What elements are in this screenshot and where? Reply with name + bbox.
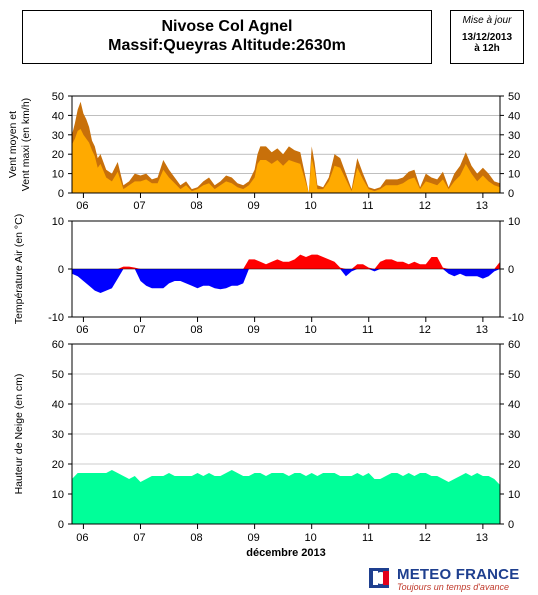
snow-xtick-label: 10 — [305, 532, 317, 544]
snow-ytick-label: 50 — [508, 369, 520, 381]
snow-xtick-label: 07 — [133, 532, 145, 544]
wind-ytick-label: 0 — [58, 188, 64, 200]
temp-xtick-label: 08 — [190, 324, 202, 336]
x-axis-label: décembre 2013 — [246, 547, 326, 559]
wind-ytick-label: 20 — [52, 149, 64, 161]
charts-area: 0 0 10 10 20 20 30 30 40 40 50 50 06 07 08 09 10 11 12 13 Ve… — [7, 91, 524, 559]
wind-xtick-label: 13 — [476, 200, 488, 212]
wind-xtick-label: 09 — [247, 200, 259, 212]
wind-plot-frame — [71, 95, 501, 194]
snow-xtick-label: 11 — [362, 532, 373, 544]
snow-xtick-label: 13 — [476, 532, 488, 544]
snow-ytick-label: 0 — [508, 519, 514, 531]
temp-ytick-label: 10 — [52, 216, 64, 228]
snow-xtick-label: 06 — [76, 532, 88, 544]
snow-ytick-label: 50 — [52, 369, 64, 381]
temp-ytick-label: 0 — [508, 264, 514, 276]
logo-name: METEO FRANCE — [397, 566, 520, 583]
snow-height-chart: 0 0 10 10 20 20 30 30 40 40 50 50 60 60 06 07 08 09 10 11 12… — [13, 339, 520, 559]
snow-height-area — [72, 470, 500, 524]
temp-ytick-label: 0 — [58, 264, 64, 276]
snow-ytick-label: 40 — [508, 399, 520, 411]
snow-ytick-label: 0 — [58, 519, 64, 531]
snow-xtick-label: 09 — [247, 532, 259, 544]
wind-ytick-label: 30 — [52, 130, 64, 142]
wind-ylabel: Vent maxi (en km/h) — [20, 98, 32, 191]
temp-ylabel: Température Air (en °C) — [13, 214, 25, 324]
wind-ytick-label: 40 — [52, 110, 64, 122]
snow-ylabel: Hauteur de Neige (en cm) — [13, 374, 25, 495]
wind-ytick-label: 30 — [508, 130, 520, 142]
wind-ytick-label: 50 — [508, 91, 520, 103]
meteo-france-logo: METEO FRANCE Toujours un temps d'avance — [369, 566, 535, 592]
wind-xtick-label: 10 — [305, 200, 317, 212]
snow-ytick-label: 40 — [52, 399, 64, 411]
wind-ytick-label: 0 — [508, 188, 514, 200]
temp-xtick-label: 10 — [305, 324, 317, 336]
temperature-negative-area — [72, 269, 500, 293]
wind-xtick-label: 06 — [76, 200, 88, 212]
temperature-chart: -10 -10 0 0 10 10 06 07 08 09 10 11 12 13 Température … — [13, 214, 524, 336]
wind-xtick-label: 12 — [419, 200, 431, 212]
snow-ytick-label: 20 — [52, 459, 64, 471]
wind-xtick-label: 07 — [133, 200, 145, 212]
update-label: Mise à jour — [462, 15, 512, 26]
snow-ytick-label: 10 — [508, 489, 520, 501]
station-title-box: Nivose Col Agnel Massif:Queyras Altitude… — [22, 10, 432, 64]
wind-ytick-label: 50 — [52, 91, 64, 103]
temp-xtick-label: 12 — [419, 324, 431, 336]
meteo-france-logo-icon — [369, 568, 389, 588]
snow-ytick-label: 30 — [508, 429, 520, 441]
snow-ytick-label: 30 — [52, 429, 64, 441]
wind-ytick-label: 10 — [508, 169, 520, 181]
snow-ytick-label: 60 — [52, 339, 64, 351]
wind-ylabel: Vent moyen et — [7, 111, 19, 178]
temp-xtick-label: 13 — [476, 324, 488, 336]
snow-xtick-label: 08 — [190, 532, 202, 544]
wind-xtick-label: 11 — [362, 200, 373, 212]
wind-ytick-label: 20 — [508, 149, 520, 161]
temp-xtick-label: 11 — [362, 324, 373, 336]
temp-xtick-label: 07 — [133, 324, 145, 336]
temp-ytick-label: -10 — [508, 312, 524, 324]
temp-ytick-label: -10 — [48, 312, 64, 324]
snow-ytick-label: 20 — [508, 459, 520, 471]
temp-xtick-label: 09 — [247, 324, 259, 336]
snow-ytick-label: 60 — [508, 339, 520, 351]
wind-xtick-label: 08 — [190, 200, 202, 212]
wind-ytick-label: 40 — [508, 110, 520, 122]
logo-tagline: Toujours un temps d'avance — [397, 582, 509, 592]
snow-xtick-label: 12 — [419, 532, 431, 544]
station-name: Nivose Col Agnel — [161, 18, 293, 35]
wind-chart: 0 0 10 10 20 20 30 30 40 40 50 50 06 07 08 09 10 11 12 13 Ve… — [7, 91, 520, 212]
temp-ytick-label: 10 — [508, 216, 520, 228]
wind-mean-area — [72, 129, 500, 193]
snow-ytick-label: 10 — [52, 489, 64, 501]
station-massif-altitude: Massif:Queyras Altitude:2630m — [108, 37, 346, 54]
temp-xtick-label: 06 — [76, 324, 88, 336]
update-hour: à 12h — [474, 43, 500, 54]
wind-ytick-label: 10 — [52, 169, 64, 181]
update-date-box: Mise à jour 13/12/2013 à 12h — [450, 10, 524, 64]
temperature-positive-area — [72, 254, 500, 269]
update-date: 13/12/2013 — [461, 32, 513, 43]
